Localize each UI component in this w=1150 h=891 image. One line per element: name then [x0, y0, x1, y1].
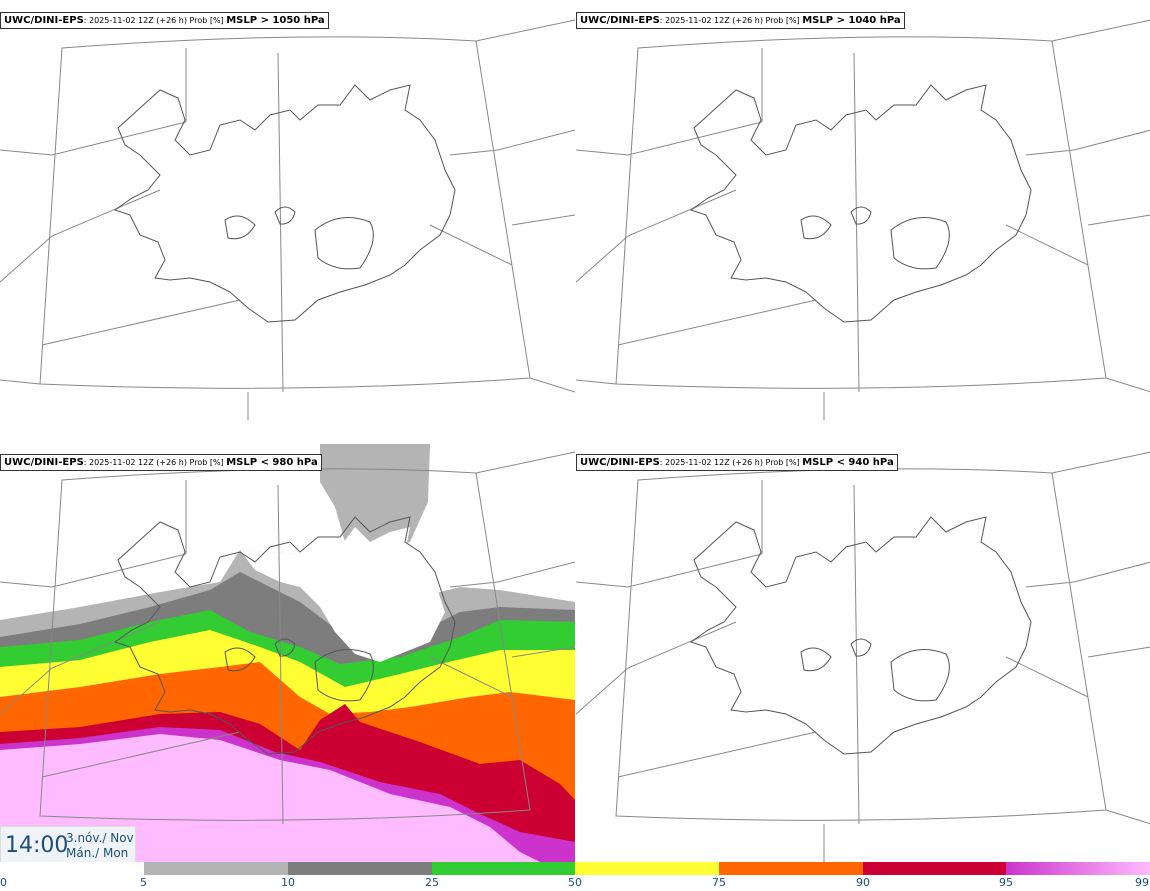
projection-grid — [576, 19, 1150, 420]
panel-title: UWC/DINI-EPS: 2025-11-02 12Z (+26 h) Pro… — [0, 12, 329, 29]
valid-time-clock: 14:00 — [5, 833, 69, 858]
legend-tick-90: 90 — [856, 876, 870, 889]
iceland-coastline — [689, 516, 1032, 755]
model-name: UWC/DINI-EPS — [4, 457, 84, 468]
iceland-coastline — [113, 516, 456, 755]
legend-tick-95: 95 — [999, 876, 1013, 889]
model-name: UWC/DINI-EPS — [580, 15, 660, 26]
model-name: UWC/DINI-EPS — [4, 15, 84, 26]
projection-grid — [576, 451, 1150, 862]
run-info: : 2025-11-02 12Z (+26 h) Prob [%] — [659, 16, 803, 25]
legend-tick-99: 99 — [1135, 876, 1149, 889]
legend-tick-10: 10 — [281, 876, 295, 889]
probability-legend: 0 5 10 25 50 75 90 95 99 — [0, 862, 1150, 891]
legend-swatch-0 — [0, 862, 144, 875]
iceland-coastline — [689, 84, 1032, 323]
legend-swatch-5 — [719, 862, 863, 875]
map-panel-mslp-lt-940: UWC/DINI-EPS: 2025-11-02 12Z (+26 h) Pro… — [576, 442, 1150, 862]
threshold-label: MSLP < 940 hPa — [802, 457, 894, 468]
threshold-label: MSLP > 1040 hPa — [802, 15, 901, 26]
legend-swatch-6 — [863, 862, 1006, 875]
map-canvas — [576, 19, 1150, 420]
legend-swatch-4 — [575, 862, 719, 875]
panel-title: UWC/DINI-EPS: 2025-11-02 12Z (+26 h) Pro… — [576, 12, 905, 29]
model-name: UWC/DINI-EPS — [580, 457, 660, 468]
legend-swatch-2 — [288, 862, 432, 875]
legend-tick-50: 50 — [568, 876, 582, 889]
legend-tick-25: 25 — [425, 876, 439, 889]
threshold-label: MSLP > 1050 hPa — [226, 15, 325, 26]
map-panel-mslp-lt-980: UWC/DINI-EPS: 2025-11-02 12Z (+26 h) Pro… — [0, 442, 575, 862]
legend-swatch-7 — [1006, 862, 1150, 875]
valid-weekday: Mán./ Mon — [66, 846, 129, 860]
legend-tick-0: 0 — [0, 876, 7, 889]
iceland-land-mask — [240, 527, 445, 662]
panel-title: UWC/DINI-EPS: 2025-11-02 12Z (+26 h) Pro… — [576, 454, 898, 471]
run-info: : 2025-11-02 12Z (+26 h) Prob [%] — [83, 458, 227, 467]
iceland-coastline — [113, 84, 456, 323]
valid-time-box: 14:00 3.nóv./ Nov Mán./ Mon — [0, 826, 136, 866]
legend-swatch-3 — [432, 862, 575, 875]
legend-tick-5: 5 — [140, 876, 147, 889]
run-info: : 2025-11-02 12Z (+26 h) Prob [%] — [659, 458, 803, 467]
map-canvas — [0, 19, 575, 420]
map-canvas — [576, 451, 1150, 862]
map-canvas — [0, 444, 575, 862]
map-panel-mslp-gt-1040: UWC/DINI-EPS: 2025-11-02 12Z (+26 h) Pro… — [576, 0, 1150, 420]
legend-swatch-1 — [144, 862, 288, 875]
projection-grid — [0, 19, 575, 420]
run-info: : 2025-11-02 12Z (+26 h) Prob [%] — [83, 16, 227, 25]
threshold-label: MSLP < 980 hPa — [226, 457, 318, 468]
valid-date: 3.nóv./ Nov — [66, 831, 134, 845]
panel-title: UWC/DINI-EPS: 2025-11-02 12Z (+26 h) Pro… — [0, 454, 322, 471]
map-panel-mslp-gt-1050: UWC/DINI-EPS: 2025-11-02 12Z (+26 h) Pro… — [0, 0, 575, 420]
legend-tick-75: 75 — [712, 876, 726, 889]
